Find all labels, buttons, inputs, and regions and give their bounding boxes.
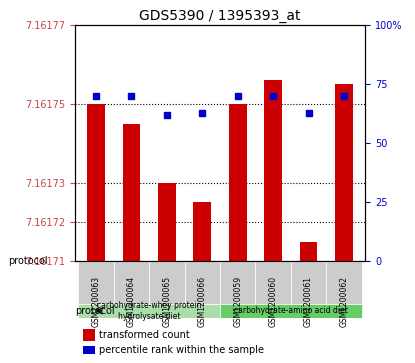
FancyBboxPatch shape <box>78 304 220 318</box>
FancyBboxPatch shape <box>185 261 220 304</box>
Text: GSM1200065: GSM1200065 <box>162 276 171 327</box>
Bar <box>87 104 105 261</box>
FancyBboxPatch shape <box>114 261 149 304</box>
FancyBboxPatch shape <box>149 261 185 304</box>
Text: GSM1200063: GSM1200063 <box>91 276 100 327</box>
FancyBboxPatch shape <box>326 261 361 304</box>
FancyBboxPatch shape <box>255 261 291 304</box>
Title: GDS5390 / 1395393_at: GDS5390 / 1395393_at <box>139 9 301 23</box>
Bar <box>83 346 95 354</box>
Text: GSM1200066: GSM1200066 <box>198 276 207 327</box>
Bar <box>83 329 95 340</box>
Text: GSM1200059: GSM1200059 <box>233 276 242 327</box>
Text: percentile rank within the sample: percentile rank within the sample <box>99 345 264 355</box>
FancyBboxPatch shape <box>78 261 114 304</box>
Bar <box>158 183 176 261</box>
Bar <box>229 104 247 261</box>
Bar <box>264 81 282 261</box>
Bar <box>122 124 140 261</box>
Text: GSM1200060: GSM1200060 <box>269 276 278 327</box>
Bar <box>335 84 353 261</box>
Text: protocol: protocol <box>76 306 115 316</box>
Text: carbohydrate-amino acid diet: carbohydrate-amino acid diet <box>234 306 348 315</box>
Text: protocol: protocol <box>8 256 48 266</box>
Text: GSM1200064: GSM1200064 <box>127 276 136 327</box>
FancyBboxPatch shape <box>220 304 361 318</box>
Bar <box>193 203 211 261</box>
Text: carbohydrate-whey protein
hydrolysate diet: carbohydrate-whey protein hydrolysate di… <box>97 301 201 321</box>
FancyBboxPatch shape <box>291 261 326 304</box>
Text: GSM1200062: GSM1200062 <box>339 276 349 326</box>
Text: transformed count: transformed count <box>99 330 190 340</box>
Bar <box>300 242 317 261</box>
FancyBboxPatch shape <box>220 261 255 304</box>
Text: GSM1200061: GSM1200061 <box>304 276 313 326</box>
